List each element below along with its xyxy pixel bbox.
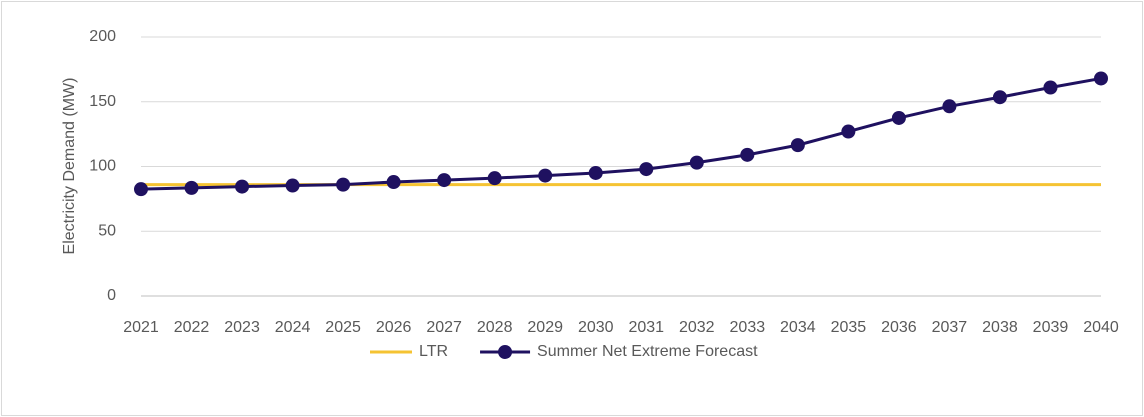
x-tick-label: 2027 xyxy=(426,319,462,336)
y-tick-label: 200 xyxy=(89,28,116,45)
point-marker xyxy=(386,175,401,190)
legend-marker xyxy=(498,345,513,359)
point-marker xyxy=(588,165,603,180)
point-marker xyxy=(538,168,553,183)
point-marker xyxy=(639,162,654,177)
x-tick-label: 2038 xyxy=(982,319,1018,336)
x-tick-label: 2031 xyxy=(628,319,664,336)
x-tick-label: 2032 xyxy=(679,319,715,336)
x-tick-label: 2036 xyxy=(881,319,917,336)
point-marker xyxy=(235,179,250,194)
x-tick-label: 2037 xyxy=(932,319,968,336)
x-tick-label: 2034 xyxy=(780,319,816,336)
legend-label: Summer Net Extreme Forecast xyxy=(537,343,758,360)
x-tick-label: 2023 xyxy=(224,319,260,336)
point-marker xyxy=(134,182,148,197)
x-tick-label: 2024 xyxy=(275,319,311,336)
x-tick-label: 2028 xyxy=(477,319,513,336)
x-tick-label: 2026 xyxy=(376,319,412,336)
point-marker xyxy=(336,177,351,192)
x-tick-label: 2040 xyxy=(1083,319,1119,336)
x-tick-label: 2025 xyxy=(325,319,361,336)
point-marker xyxy=(1094,71,1108,86)
x-tick-label: 2021 xyxy=(123,319,159,336)
y-tick-label: 50 xyxy=(98,222,116,239)
y-tick-label: 0 xyxy=(107,287,116,304)
point-marker xyxy=(437,173,452,188)
series-line xyxy=(140,76,1102,191)
legend-label: LTR xyxy=(419,343,448,360)
point-marker xyxy=(184,180,199,195)
point-marker xyxy=(790,138,805,153)
point-marker xyxy=(1043,80,1058,95)
point-marker xyxy=(740,147,755,162)
point-marker xyxy=(841,124,856,139)
y-axis-label: Electricity Demand (MW) xyxy=(61,78,78,255)
point-marker xyxy=(285,178,300,193)
y-tick-label: 100 xyxy=(89,158,116,175)
x-tick-label: 2035 xyxy=(831,319,867,336)
point-marker xyxy=(689,155,704,170)
point-marker xyxy=(992,90,1007,105)
point-marker xyxy=(487,171,502,186)
x-tick-label: 2030 xyxy=(578,319,614,336)
x-tick-label: 2029 xyxy=(527,319,563,336)
x-tick-label: 2033 xyxy=(730,319,766,336)
y-tick-label: 150 xyxy=(89,93,116,110)
x-tick-label: 2039 xyxy=(1033,319,1069,336)
x-tick-label: 2022 xyxy=(174,319,210,336)
point-marker xyxy=(891,110,906,125)
point-marker xyxy=(942,99,957,114)
